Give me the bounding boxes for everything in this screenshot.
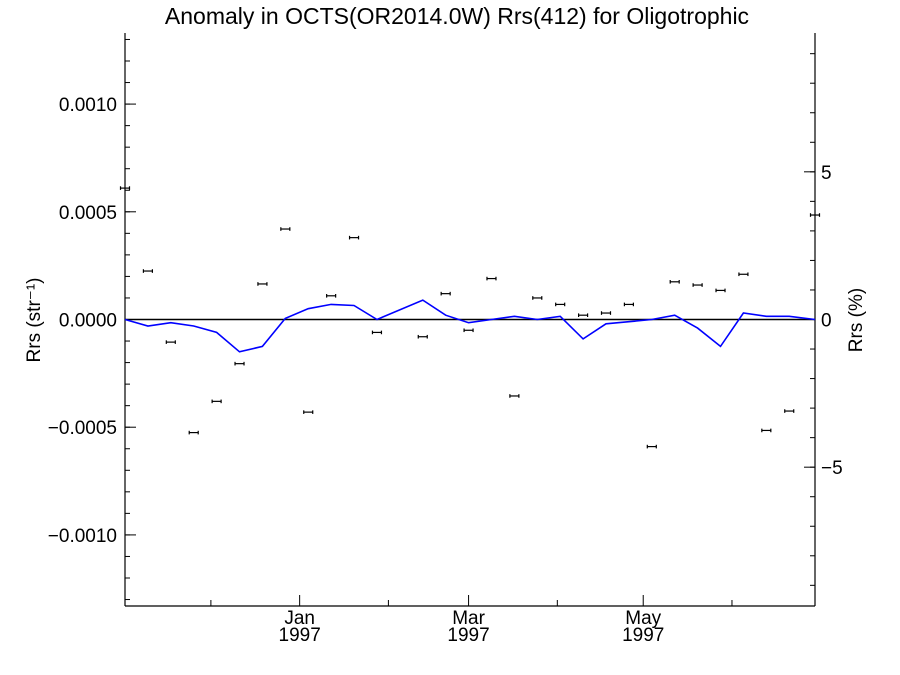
series-line: [124, 299, 816, 353]
y-tick-label: 0.0000: [59, 311, 117, 332]
data-point: [692, 283, 703, 287]
data-point: [509, 394, 520, 398]
data-point: [142, 269, 154, 273]
y-tick-label: 0.0010: [59, 95, 117, 116]
data-point: [303, 410, 314, 414]
data-point: [326, 294, 337, 298]
data-point: [234, 361, 245, 366]
data-point: [119, 186, 131, 190]
data-point: [188, 430, 199, 435]
data-point: [738, 272, 749, 277]
data-point: [646, 444, 657, 449]
data-point: [623, 302, 635, 307]
data-point: [761, 428, 772, 433]
data-point: [440, 291, 451, 296]
data-point: [463, 328, 474, 333]
y-right-tick-label: −5: [821, 458, 843, 479]
plot-area: [119, 186, 821, 449]
x-tick-label: Jan: [284, 608, 315, 629]
data-point: [809, 213, 821, 217]
data-point: [577, 313, 589, 317]
data-point: [532, 296, 543, 300]
y-right-tick-label: 0: [821, 311, 832, 332]
x-tick-label-year: 1997: [279, 625, 321, 646]
data-point: [257, 282, 268, 286]
chart-title: Anomaly in OCTS(OR2014.0W) Rrs(412) for …: [165, 3, 749, 29]
data-point: [417, 334, 428, 339]
data-point: [280, 227, 291, 231]
data-point: [600, 311, 612, 315]
x-tick-label-year: 1997: [447, 625, 489, 646]
y-tick-label: −0.0005: [48, 418, 117, 439]
data-point: [486, 276, 497, 281]
x-tick-label: May: [625, 608, 661, 629]
y-axis-title-left: Rrs (str⁻¹): [24, 278, 45, 363]
data-point: [555, 302, 566, 307]
data-point: [715, 288, 726, 293]
y-tick-label: −0.0010: [48, 526, 117, 547]
y-axis-title-right: Rrs (%): [846, 288, 867, 352]
data-point: [211, 399, 222, 404]
data-point: [669, 280, 680, 284]
data-point: [784, 409, 795, 413]
data-point: [165, 340, 176, 344]
x-tick-label: Mar: [452, 608, 485, 629]
y-right-tick-label: 5: [821, 163, 832, 184]
y-tick-label: 0.0005: [59, 203, 117, 224]
y-axis-right: 5 0 −5: [804, 53, 843, 586]
y-axis-left: 0.0010 0.0005 0.0000 −0.0005 −0.0010: [48, 38, 136, 601]
data-point: [348, 235, 360, 240]
data-point: [371, 330, 383, 335]
x-tick-label-year: 1997: [622, 625, 664, 646]
